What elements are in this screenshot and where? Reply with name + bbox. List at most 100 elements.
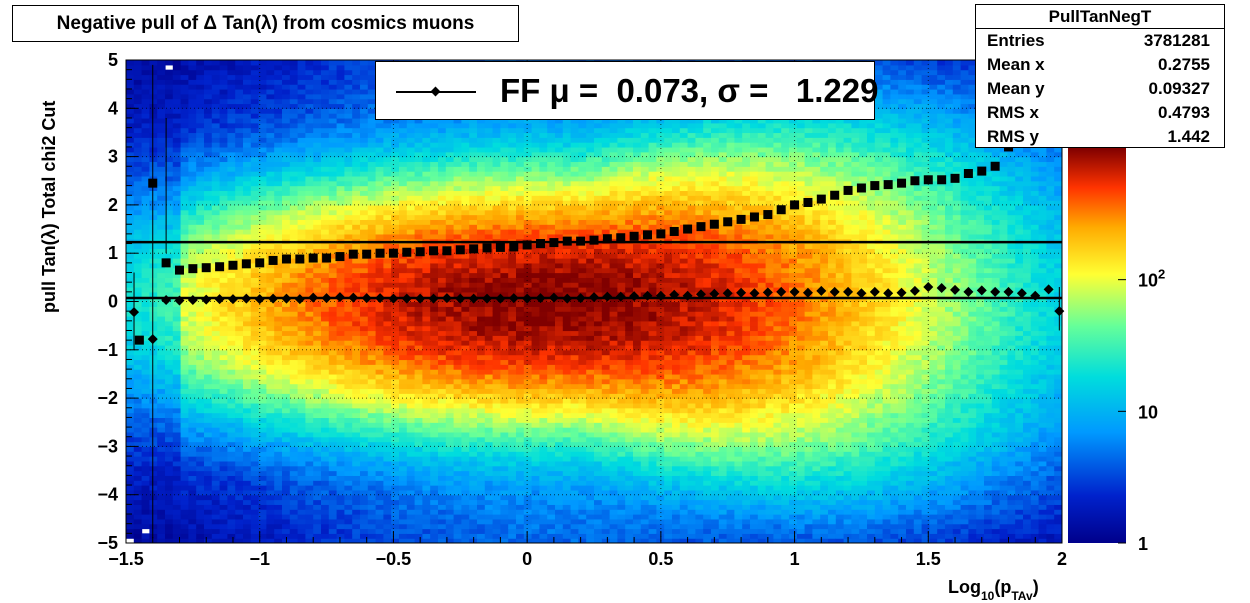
heatmap-cell <box>469 456 478 462</box>
heatmap-cell <box>461 311 470 317</box>
heatmap-cell <box>266 267 275 274</box>
heatmap-cell <box>250 518 260 525</box>
heatmap-cell <box>235 378 244 385</box>
heatmap-cell <box>126 330 135 336</box>
heatmap-cell <box>204 122 213 129</box>
heatmap-cell <box>211 248 221 254</box>
heatmap-cell <box>188 460 197 467</box>
heatmap-cell <box>165 518 174 525</box>
heatmap-cell <box>266 373 275 380</box>
heatmap-cell <box>289 509 299 515</box>
heatmap-cell <box>188 88 197 95</box>
heatmap-cell <box>360 388 369 394</box>
heatmap-cell <box>282 142 291 148</box>
heatmap-cell <box>274 393 283 399</box>
heatmap-cell <box>328 533 338 539</box>
heatmap-cell <box>414 538 423 543</box>
heatmap-cell <box>360 132 369 138</box>
heatmap-cell <box>492 301 501 307</box>
heatmap-cell <box>313 388 322 394</box>
heatmap-cell <box>126 475 135 481</box>
heatmap-cell <box>196 422 205 428</box>
heatmap-cell <box>172 325 182 332</box>
heatmap-cell <box>243 151 252 158</box>
heatmap-cell <box>500 514 509 520</box>
heatmap-cell <box>383 489 392 496</box>
heatmap-cell <box>430 383 439 390</box>
heatmap-cell <box>204 156 213 163</box>
heatmap-cell <box>375 287 384 293</box>
heatmap-cell <box>438 175 447 182</box>
heatmap-cell <box>492 224 501 230</box>
heatmap-cell <box>266 311 275 317</box>
heatmap-cell <box>235 291 244 298</box>
heatmap-cell <box>438 180 447 187</box>
heatmap-cell <box>406 311 416 317</box>
heatmap-cell <box>289 132 299 138</box>
heatmap-cell <box>297 373 306 380</box>
heatmap-cell <box>367 282 377 288</box>
heatmap-cell <box>219 224 228 230</box>
heatmap-cell <box>258 446 267 452</box>
heatmap-cell <box>383 267 392 274</box>
heatmap-cell <box>243 229 252 235</box>
heatmap-cell <box>461 224 470 230</box>
heatmap-cell <box>180 166 189 172</box>
heatmap-cell <box>133 311 143 317</box>
heatmap-cell <box>375 489 384 496</box>
heatmap-cell <box>391 122 400 129</box>
heatmap-cell <box>305 98 314 105</box>
heatmap-cell <box>165 344 174 351</box>
heatmap-cell <box>149 296 158 303</box>
heatmap-cell <box>313 224 322 230</box>
heatmap-cell <box>360 84 369 90</box>
heatmap-cell <box>352 161 361 167</box>
heatmap-cell <box>414 354 423 361</box>
heatmap-cell <box>500 287 509 293</box>
heatmap-cell <box>305 480 314 486</box>
heatmap-cell <box>461 146 470 153</box>
heatmap-cell <box>453 224 462 230</box>
heatmap-cell <box>367 388 377 394</box>
heatmap-cell <box>149 523 158 530</box>
heatmap-cell <box>297 344 306 351</box>
heatmap-cell <box>250 195 260 201</box>
heatmap-cell <box>188 272 197 278</box>
heatmap-cell <box>484 470 494 476</box>
heatmap-cell <box>165 412 174 419</box>
heatmap-cell <box>445 489 455 496</box>
heatmap-cell <box>461 349 470 356</box>
heatmap-cell <box>406 446 416 452</box>
heatmap-cell <box>219 219 228 225</box>
heatmap-cell <box>235 325 244 332</box>
heatmap-cell <box>367 441 377 447</box>
heatmap-cell <box>196 132 205 138</box>
heatmap-cell <box>282 470 291 476</box>
heatmap-cell <box>391 518 400 525</box>
heatmap-cell <box>500 282 509 288</box>
heatmap-cell <box>204 190 213 196</box>
heatmap-cell <box>180 431 189 438</box>
heatmap-cell <box>360 528 369 534</box>
heatmap-cell <box>367 301 377 307</box>
heatmap-cell <box>305 359 314 365</box>
heatmap-cell <box>305 122 314 129</box>
heatmap-cell <box>391 156 400 163</box>
heatmap-cell <box>274 84 283 90</box>
heatmap-cell <box>258 64 267 71</box>
heatmap-cell <box>399 209 408 216</box>
heatmap-cell <box>297 113 306 119</box>
heatmap-cell <box>204 330 213 336</box>
heatmap-cell <box>165 60 174 66</box>
heatmap-cell <box>219 146 228 153</box>
heatmap-cell <box>204 219 213 225</box>
heatmap-cell <box>204 301 213 307</box>
heatmap-cell <box>399 132 408 138</box>
heatmap-cell <box>196 388 205 394</box>
heatmap-cell <box>305 224 314 230</box>
heatmap-cell <box>430 117 439 124</box>
heatmap-cell <box>172 412 182 419</box>
heatmap-cell <box>313 465 322 472</box>
heatmap-cell <box>227 117 236 124</box>
heatmap-cell <box>274 117 283 124</box>
